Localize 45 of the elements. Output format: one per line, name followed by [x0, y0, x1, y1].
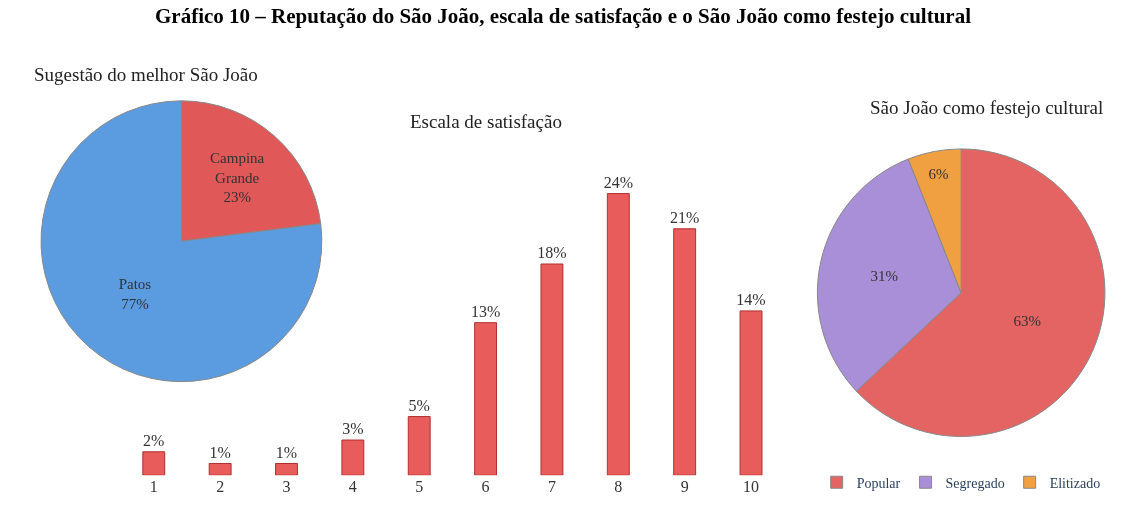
x-tick-label: 4	[348, 478, 357, 496]
x-tick-label: 3	[282, 478, 291, 496]
bar	[407, 416, 431, 476]
bar	[275, 463, 298, 476]
data-label: 2%	[143, 431, 165, 449]
bar	[341, 439, 365, 476]
bar	[739, 310, 763, 476]
x-tick-label: 10	[743, 478, 760, 496]
x-tick-label: 8	[614, 478, 623, 496]
bar	[142, 451, 166, 476]
data-label: 1%	[275, 443, 298, 461]
legend-label: Segregado	[945, 475, 1005, 491]
data-label: 31%	[870, 267, 899, 284]
slice-label: Campina Grande	[210, 150, 265, 186]
x-tick-label: 6	[481, 478, 490, 496]
data-label: 18%	[537, 243, 567, 261]
data-label: 6%	[928, 165, 949, 182]
data-label: 21%	[670, 208, 700, 226]
data-label: 14%	[736, 290, 766, 308]
chart-title: Escala de satisfação	[410, 111, 562, 132]
x-tick-label: 7	[547, 478, 556, 496]
bar	[474, 322, 498, 476]
text: Gráfico 10 – Reputação do São João, escala de satisfação e o São João como festejo cultural	[155, 4, 972, 28]
legend-label: Elitizado	[1049, 475, 1101, 491]
x-tick-label: 5	[415, 478, 424, 496]
x-tick-label: 9	[680, 478, 689, 496]
bar	[673, 228, 697, 476]
data-label: 5%	[408, 396, 430, 414]
chart-title: Sugestão do melhor São João	[34, 64, 258, 85]
legend-label: Popular	[856, 475, 901, 491]
pie-slice	[40, 100, 323, 383]
data-label: 24%	[603, 173, 633, 191]
x-tick-label: 1	[149, 478, 158, 496]
x-tick-label: 2	[216, 478, 225, 496]
bar	[606, 193, 630, 476]
bar	[208, 463, 232, 476]
slice-label: Patos	[118, 276, 152, 293]
data-label: 23%	[223, 189, 251, 206]
data-label: 3%	[342, 420, 364, 438]
data-label: 1%	[209, 443, 231, 461]
data-label: 77%	[121, 295, 149, 312]
chart-title: São João como festejo cultural	[870, 97, 1104, 118]
data-label: 13%	[470, 302, 501, 320]
data-label: 63%	[1013, 313, 1041, 330]
bar	[540, 263, 564, 476]
